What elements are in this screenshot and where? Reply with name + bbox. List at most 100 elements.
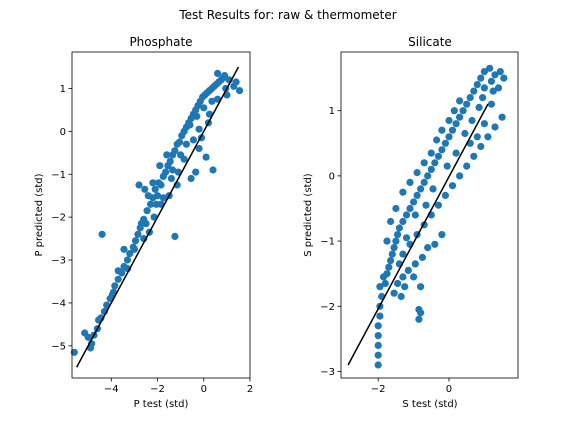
silicate-data-point bbox=[479, 94, 487, 102]
silicate-data-point bbox=[431, 159, 439, 167]
phosphate-data-point bbox=[182, 140, 190, 148]
silicate-data-point bbox=[399, 273, 407, 281]
silicate-data-point bbox=[406, 204, 414, 213]
silicate-data-point bbox=[461, 129, 469, 138]
silicate-data-point bbox=[376, 283, 384, 291]
silicate-data-point bbox=[413, 191, 421, 199]
phosphate-ytick-label: −3 bbox=[51, 256, 66, 267]
silicate-data-point bbox=[496, 68, 504, 76]
phosphate-data-point bbox=[162, 168, 170, 176]
silicate-data-point bbox=[438, 146, 446, 154]
phosphate-fit-line bbox=[75, 66, 240, 368]
silicate-data-point bbox=[417, 283, 425, 291]
silicate-data-point bbox=[402, 211, 411, 219]
silicate-data-point bbox=[410, 198, 418, 206]
phosphate-data-point bbox=[84, 333, 92, 341]
phosphate-xtick-label: 2 bbox=[247, 384, 253, 395]
phosphate-data-point bbox=[70, 348, 78, 356]
phosphate-xtick-label: −4 bbox=[104, 384, 119, 395]
silicate-data-point bbox=[443, 162, 451, 170]
silicate-data-point bbox=[456, 172, 464, 180]
silicate-ytick-label: 1 bbox=[329, 106, 335, 117]
phosphate-data-point bbox=[209, 166, 217, 174]
silicate-xtick-label: −2 bbox=[371, 384, 386, 395]
phosphate-data-point bbox=[169, 166, 177, 174]
phosphate-data-point bbox=[149, 179, 157, 187]
phosphate-xtick-label: 0 bbox=[201, 384, 207, 395]
silicate-data-point bbox=[434, 152, 442, 160]
phosphate-data-point bbox=[114, 275, 122, 283]
phosphate-data-point bbox=[232, 78, 240, 86]
silicate-data-point bbox=[445, 133, 453, 141]
silicate-data-point bbox=[411, 260, 419, 268]
silicate-data-point bbox=[463, 100, 471, 108]
silicate-xtick-label: 0 bbox=[446, 384, 452, 395]
phosphate-data-point bbox=[156, 162, 164, 170]
silicate-data-point bbox=[394, 279, 402, 288]
silicate-data-point bbox=[395, 224, 403, 232]
silicate-title: Silicate bbox=[408, 35, 452, 49]
silicate-data-point bbox=[441, 191, 449, 199]
phosphate-ytick-label: −1 bbox=[51, 170, 66, 181]
phosphate-ytick-label: −5 bbox=[51, 341, 66, 352]
silicate-data-point bbox=[374, 322, 382, 330]
phosphate-data-point bbox=[189, 136, 197, 144]
silicate-ytick-label: 0 bbox=[329, 171, 335, 182]
silicate-data-point bbox=[487, 100, 495, 108]
silicate-data-point bbox=[473, 133, 481, 141]
silicate-data-point bbox=[387, 257, 395, 265]
silicate-fit-line bbox=[347, 103, 489, 366]
silicate-data-point bbox=[390, 289, 398, 297]
silicate-data-point bbox=[385, 263, 393, 271]
silicate-data-point bbox=[450, 107, 458, 115]
phosphate-data-point bbox=[141, 185, 149, 193]
silicate-data-point bbox=[491, 123, 499, 131]
phosphate-data-point bbox=[167, 174, 175, 183]
phosphate-data-point bbox=[98, 230, 106, 238]
silicate-data-point bbox=[463, 162, 471, 170]
silicate-panel: Silicate S test (std) S predicted (std) … bbox=[303, 35, 519, 410]
phosphate-data-point bbox=[159, 194, 167, 202]
silicate-data-point bbox=[424, 244, 432, 252]
phosphate-data-point bbox=[114, 267, 122, 275]
silicate-data-point bbox=[438, 231, 446, 239]
phosphate-data-point bbox=[134, 230, 142, 238]
phosphate-data-point bbox=[123, 256, 132, 264]
silicate-data-point bbox=[489, 87, 497, 95]
phosphate-data-point bbox=[163, 151, 171, 159]
phosphate-data-point bbox=[143, 207, 151, 215]
silicate-data-point bbox=[475, 103, 483, 111]
phosphate-data-point bbox=[120, 245, 128, 253]
phosphate-data-point bbox=[157, 181, 165, 189]
silicate-ytick-label: −2 bbox=[320, 302, 335, 313]
phosphate-data-point bbox=[175, 138, 184, 146]
silicate-data-point bbox=[452, 149, 460, 157]
phosphate-data-point bbox=[152, 200, 160, 208]
silicate-data-point bbox=[410, 273, 418, 281]
silicate-data-point bbox=[456, 113, 464, 121]
silicate-data-point bbox=[433, 136, 441, 144]
silicate-data-point bbox=[434, 201, 442, 209]
silicate-data-point bbox=[480, 120, 488, 128]
silicate-data-point bbox=[402, 234, 411, 242]
phosphate-data-point bbox=[193, 112, 201, 120]
phosphate-panel: Phosphate P test (std) P predicted (std)… bbox=[34, 35, 253, 410]
silicate-data-point bbox=[417, 185, 425, 193]
silicate-data-point bbox=[470, 87, 478, 95]
silicate-data-point bbox=[397, 292, 405, 301]
silicate-data-point bbox=[399, 188, 407, 196]
silicate-data-point bbox=[399, 217, 407, 226]
phosphate-data-point bbox=[187, 174, 195, 183]
phosphate-ylabel: P predicted (std) bbox=[34, 173, 45, 256]
silicate-data-point bbox=[392, 204, 400, 213]
silicate-data-point bbox=[500, 74, 508, 82]
phosphate-axes-frame bbox=[71, 51, 251, 379]
silicate-data-point bbox=[424, 172, 432, 180]
silicate-data-point bbox=[484, 133, 492, 141]
phosphate-data-point bbox=[130, 245, 138, 253]
silicate-data-point bbox=[374, 332, 382, 340]
phosphate-data-point bbox=[151, 185, 159, 193]
phosphate-data-point bbox=[180, 155, 188, 163]
silicate-data-point bbox=[480, 68, 488, 76]
phosphate-data-point bbox=[126, 250, 134, 258]
